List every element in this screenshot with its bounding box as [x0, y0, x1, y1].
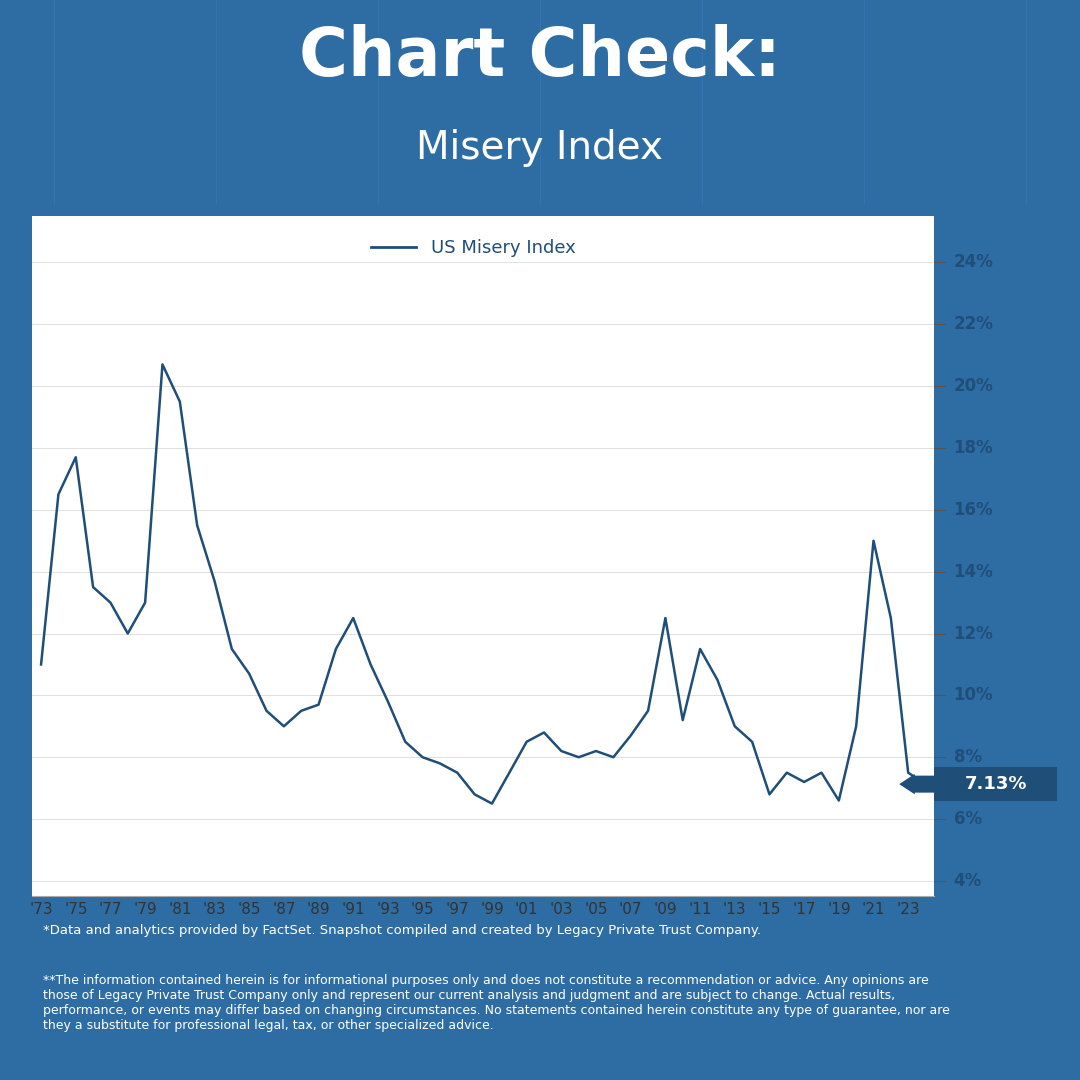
Text: Chart Check:: Chart Check: [299, 25, 781, 91]
Text: *Data and analytics provided by FactSet. Snapshot compiled and created by Legacy: *Data and analytics provided by FactSet.… [43, 923, 761, 937]
Text: 14%: 14% [954, 563, 994, 581]
Text: 24%: 24% [954, 254, 994, 271]
Text: 18%: 18% [954, 438, 994, 457]
Legend: US Misery Index: US Misery Index [364, 232, 582, 265]
Text: 16%: 16% [954, 501, 994, 518]
FancyArrow shape [900, 774, 934, 795]
Text: 10%: 10% [954, 687, 994, 704]
Text: 20%: 20% [954, 377, 994, 395]
Text: Misery Index: Misery Index [417, 129, 663, 166]
FancyBboxPatch shape [934, 767, 1057, 801]
Text: **The information contained herein is for informational purposes only and does n: **The information contained herein is fo… [43, 973, 950, 1031]
Text: 8%: 8% [954, 748, 982, 766]
Text: 12%: 12% [954, 624, 994, 643]
Text: 4%: 4% [954, 872, 982, 890]
Text: 6%: 6% [954, 810, 982, 828]
Text: 7.13%: 7.13% [966, 775, 1028, 793]
Text: 22%: 22% [954, 315, 994, 334]
